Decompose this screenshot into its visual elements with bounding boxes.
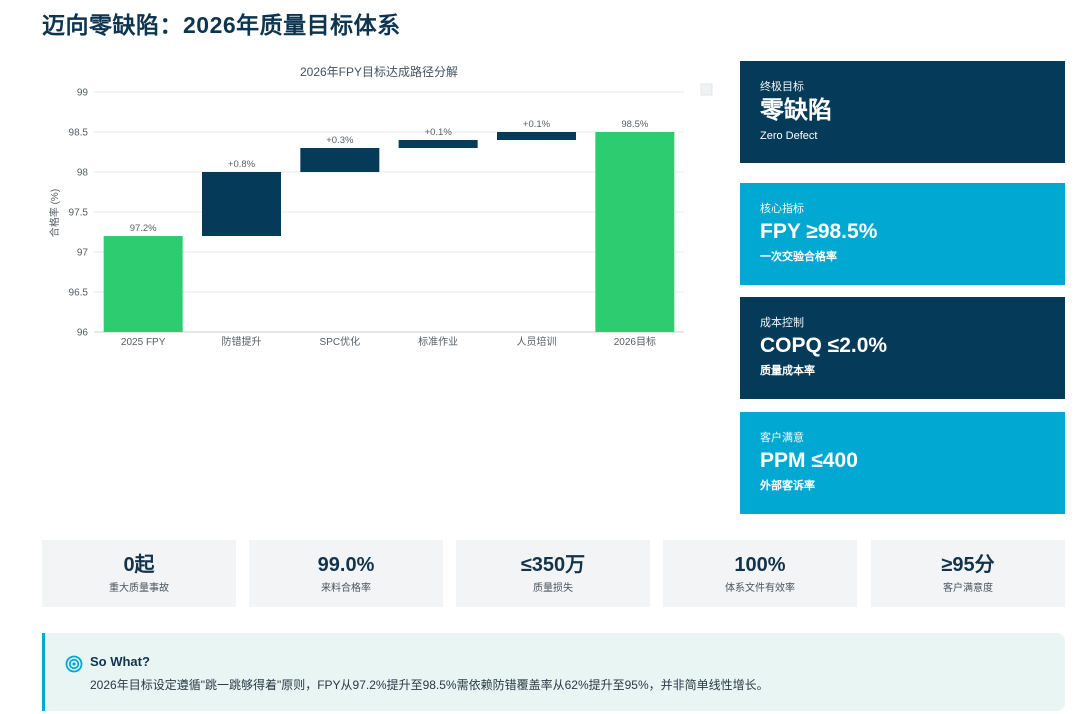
card-customer-satisfaction: 客户满意 PPM ≤400 外部客诉率 <box>740 412 1065 514</box>
x-tick-label: 防错提升 <box>222 335 262 348</box>
kpi-label: 来料合格率 <box>321 583 371 594</box>
card-sub: 一次交验合格率 <box>760 251 837 263</box>
so-what-callout: So What? 2026年目标设定遵循"跳一跳够得着"原则，FPY从97.2%… <box>42 633 1065 711</box>
kpi-incoming-pass-rate: 99.0% 来料合格率 <box>249 540 443 607</box>
bar-increment <box>202 172 281 236</box>
kpi-quality-loss: ≤350万 质量损失 <box>456 540 650 607</box>
y-tick-label: 96.5 <box>69 288 89 299</box>
x-tick-label: 2026目标 <box>614 336 656 348</box>
card-label: 客户满意 <box>760 432 804 444</box>
y-tick-label: 97.5 <box>69 208 89 219</box>
card-value: FPY ≥98.5% <box>760 220 878 243</box>
x-tick-label: SPC优化 <box>320 335 361 348</box>
data-label: +0.1% <box>425 127 453 138</box>
kpi-value: ≥95分 <box>941 554 995 576</box>
card-value: 零缺陷 <box>760 97 832 124</box>
bar-total <box>595 132 675 332</box>
chart-title: 2026年FPY目标达成路径分解 <box>300 64 458 79</box>
y-tick-label: 96 <box>77 328 89 339</box>
card-sub: Zero Defect <box>760 130 818 142</box>
card-core-metric: 核心指标 FPY ≥98.5% 一次交验合格率 <box>740 183 1065 285</box>
card-label: 终极目标 <box>760 81 804 93</box>
bar-increment <box>497 132 576 140</box>
kpi-label: 重大质量事故 <box>109 583 169 594</box>
bar-increment <box>398 140 478 148</box>
page-title: 迈向零缺陷：2026年质量目标体系 <box>42 12 401 38</box>
chart-menu-icon[interactable] <box>700 83 713 96</box>
kpi-label: 体系文件有效率 <box>725 583 795 594</box>
card-sub: 质量成本率 <box>760 365 815 377</box>
kpi-label: 客户满意度 <box>943 583 993 594</box>
card-ultimate-goal: 终极目标 零缺陷 Zero Defect <box>740 61 1065 163</box>
kpi-value: ≤350万 <box>520 554 586 576</box>
so-what-title: So What? <box>90 654 150 669</box>
kpi-label: 质量损失 <box>533 583 573 594</box>
kpi-value: 100% <box>734 554 786 576</box>
card-value: COPQ ≤2.0% <box>760 334 888 357</box>
kpi-value: 99.0% <box>317 554 375 576</box>
x-tick-label: 人员培训 <box>517 335 557 348</box>
y-tick-label: 98.5 <box>69 128 89 139</box>
y-axis-label: 合格率 (%) <box>48 189 61 237</box>
x-tick-label: 标准作业 <box>418 336 458 348</box>
kpi-customer-satisfaction: ≥95分 客户满意度 <box>871 540 1065 607</box>
card-label: 成本控制 <box>760 317 804 329</box>
kpi-major-incidents: 0起 重大质量事故 <box>42 540 236 607</box>
card-cost-control: 成本控制 COPQ ≤2.0% 质量成本率 <box>740 297 1065 399</box>
bar-total <box>103 236 183 332</box>
y-tick-label: 97 <box>77 248 89 259</box>
target-icon <box>65 655 83 673</box>
kpi-value: 0起 <box>123 554 155 576</box>
data-label: +0.8% <box>228 159 256 170</box>
data-label: +0.1% <box>523 119 551 130</box>
card-value: PPM ≤400 <box>760 449 858 472</box>
y-tick-label: 99 <box>77 88 89 99</box>
data-label: 98.5% <box>621 119 648 130</box>
so-what-text: 2026年目标设定遵循"跳一跳够得着"原则，FPY从97.2%提升至98.5%需… <box>90 678 769 692</box>
chart-svg: 2026年FPY目标达成路径分解 96 96.5 97 97.5 98 98.5 99 20… <box>48 64 713 348</box>
data-label: 97.2% <box>130 223 157 234</box>
waterfall-chart: 2026年FPY目标达成路径分解 96 96.5 97 97.5 98 98.5 99 20… <box>42 58 722 358</box>
card-sub: 外部客诉率 <box>760 480 815 492</box>
x-tick-label: 2025 FPY <box>121 337 166 348</box>
kpi-document-validity: 100% 体系文件有效率 <box>663 540 857 607</box>
data-label: +0.3% <box>326 135 354 146</box>
bar-increment <box>300 148 380 172</box>
y-tick-label: 98 <box>77 168 89 179</box>
card-label: 核心指标 <box>760 203 804 215</box>
